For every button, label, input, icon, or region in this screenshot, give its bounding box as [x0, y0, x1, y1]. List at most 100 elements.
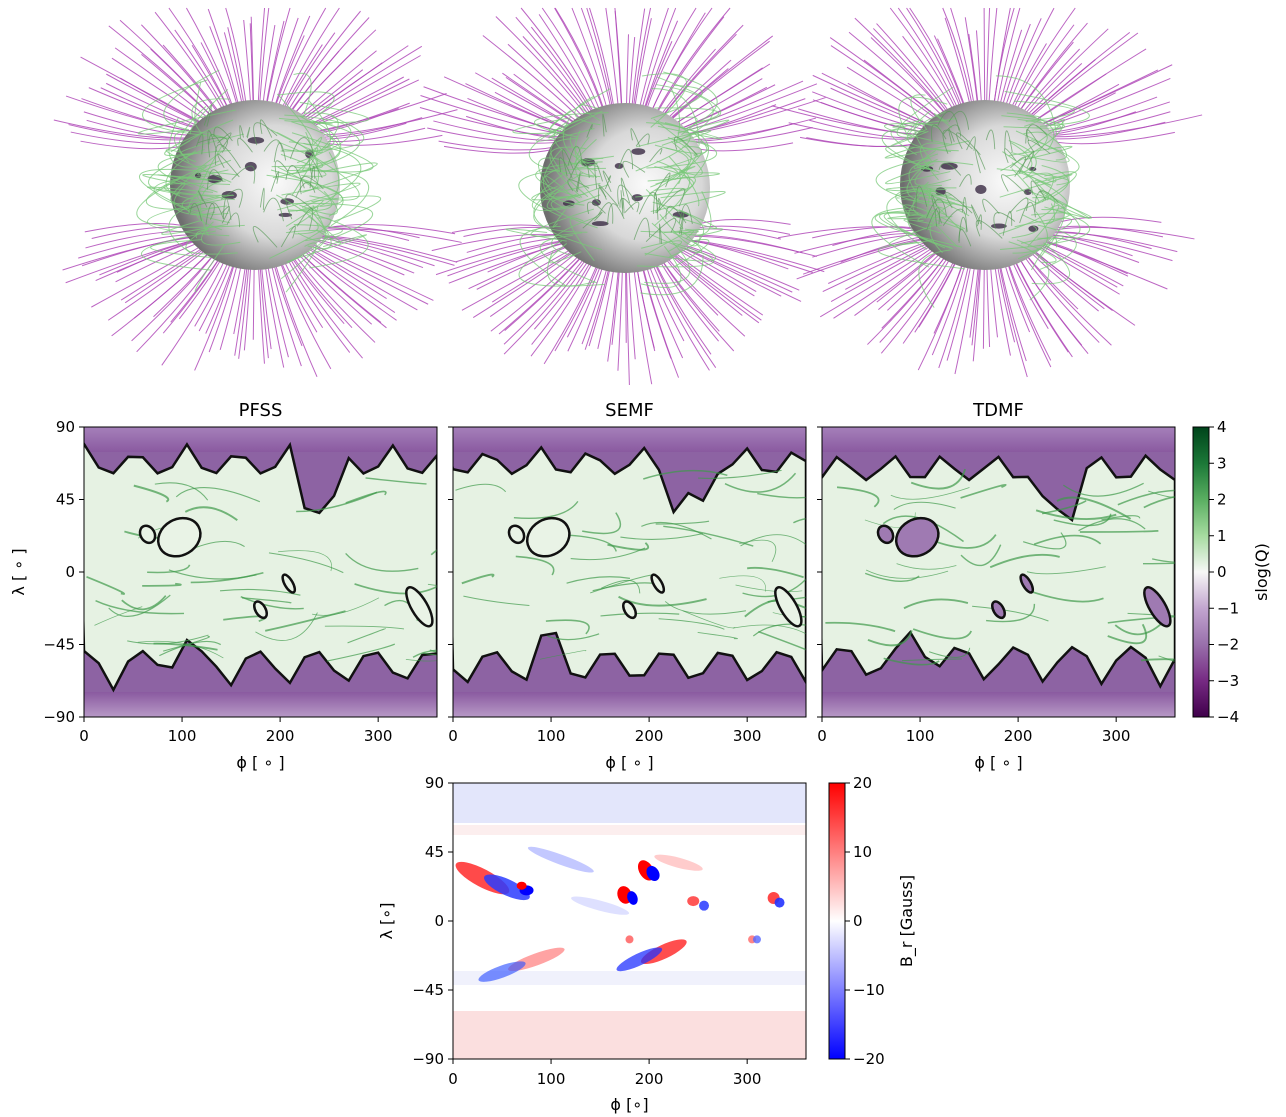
closed-fieldline	[567, 145, 583, 166]
qsl-streak	[142, 582, 182, 587]
qsl-streak	[1022, 532, 1067, 550]
closed-fieldline	[170, 134, 199, 153]
closed-fieldline	[892, 117, 957, 128]
x-tick-label: 100	[168, 727, 197, 745]
separatrix-loop	[1019, 573, 1035, 594]
colorbar-tick-label: 20	[853, 774, 872, 792]
closed-fieldline	[1011, 162, 1050, 201]
qsl-streak	[133, 484, 170, 503]
qsl-streak	[936, 534, 997, 549]
closed-fieldline	[569, 217, 595, 262]
closed-fieldline	[620, 190, 624, 217]
closed-fieldline	[597, 202, 614, 224]
closed-fieldline	[647, 172, 720, 182]
closed-fieldline	[259, 187, 265, 210]
closed-fieldline	[512, 117, 569, 135]
closed-fieldline	[886, 188, 947, 250]
closed-fieldline	[1037, 224, 1077, 270]
magnetic-polarity-region	[646, 865, 660, 882]
closed-fieldline	[914, 162, 952, 186]
closed-fieldline	[308, 157, 323, 179]
closed-fieldline	[550, 88, 611, 130]
colorbar-Br	[828, 782, 846, 1060]
colorbar-tick-label: 0	[853, 912, 863, 930]
closed-fieldline	[1001, 174, 1027, 195]
closed-fieldline	[518, 167, 606, 217]
magnetic-polarity-region	[687, 896, 700, 907]
closed-fieldline	[1006, 112, 1055, 151]
x-tick-label: 0	[79, 727, 89, 745]
closed-fieldline	[293, 223, 343, 242]
x-tick-label: 100	[537, 1070, 566, 1088]
closed-fieldline	[237, 137, 253, 153]
closed-fieldline	[903, 204, 966, 230]
y-tick-label: −45	[43, 636, 75, 654]
closed-fieldline	[141, 230, 216, 271]
qsl-streak	[405, 659, 437, 662]
separatrix-loop	[525, 516, 571, 558]
separatrix-loop	[507, 524, 526, 545]
closed-fieldline	[286, 234, 367, 263]
closed-fieldline	[150, 239, 212, 258]
y-tick-label: −90	[412, 1050, 444, 1068]
separatrix-loop	[281, 573, 297, 594]
closed-fieldline	[285, 242, 317, 293]
x-tick-label: 100	[537, 727, 566, 745]
closed-fieldline	[1031, 139, 1080, 180]
closed-fieldline	[189, 89, 229, 135]
x-axis-label: ϕ [ ∘ ]	[236, 753, 284, 772]
qsl-streak	[1056, 496, 1132, 520]
qsl-streak	[719, 575, 766, 592]
closed-fieldline	[253, 122, 278, 146]
closed-fieldline	[289, 137, 315, 159]
qsl-streak	[600, 612, 680, 617]
colorbar-tick-label: −2	[1217, 636, 1239, 654]
closed-fieldline	[915, 185, 928, 210]
closed-fieldline	[933, 113, 953, 129]
qsl-streak	[184, 506, 238, 521]
closed-fieldline	[270, 169, 344, 207]
qsl-streak	[1142, 562, 1175, 565]
qsl-streak	[1053, 513, 1112, 527]
qsl-streak	[1078, 518, 1146, 532]
closed-fieldline	[874, 210, 963, 248]
closed-fieldline	[884, 140, 970, 159]
closed-fieldline	[1010, 156, 1027, 173]
y-axis-label: λ [ ∘ ]	[9, 548, 28, 595]
closed-fieldline	[945, 191, 973, 214]
closed-fieldline	[285, 165, 305, 189]
closed-fieldline	[931, 194, 938, 210]
qsl-streak	[95, 600, 185, 615]
closed-fieldline	[582, 211, 603, 229]
closed-fieldline	[1005, 142, 1033, 177]
qsl-streak	[345, 490, 387, 504]
closed-fieldline	[674, 136, 698, 156]
qsl-streak	[697, 631, 738, 640]
closed-fieldline	[1022, 119, 1065, 155]
closed-fieldline	[196, 205, 227, 231]
qsl-streak	[1151, 558, 1175, 563]
qsl-streak	[960, 483, 1007, 499]
closed-fieldline	[638, 192, 658, 215]
closed-fieldline	[288, 151, 340, 212]
closed-fieldline	[195, 133, 204, 155]
colorbar-label: B_r [Gauss]	[897, 875, 917, 967]
closed-fieldline	[505, 228, 567, 242]
qsl-streak	[463, 595, 530, 606]
x-axis-label: ϕ [ ∘ ]	[974, 753, 1022, 772]
closed-fieldline	[1027, 139, 1051, 154]
closed-fieldline	[239, 124, 244, 139]
closed-fieldline	[678, 204, 693, 225]
closed-fieldline	[907, 188, 952, 249]
magnetic-polarity-region	[654, 854, 703, 871]
qsl-streak	[910, 468, 967, 490]
closed-field-region	[822, 453, 1175, 689]
closed-fieldline	[226, 212, 241, 228]
closed-fieldline	[1026, 172, 1054, 203]
y-tick-label: 0	[434, 912, 444, 930]
closed-fieldline	[935, 208, 942, 227]
x-tick-label: 300	[733, 1070, 762, 1088]
separatrix-loop	[622, 600, 637, 620]
colorbar-tick-label: 10	[853, 843, 872, 861]
closed-fieldline	[636, 242, 715, 268]
